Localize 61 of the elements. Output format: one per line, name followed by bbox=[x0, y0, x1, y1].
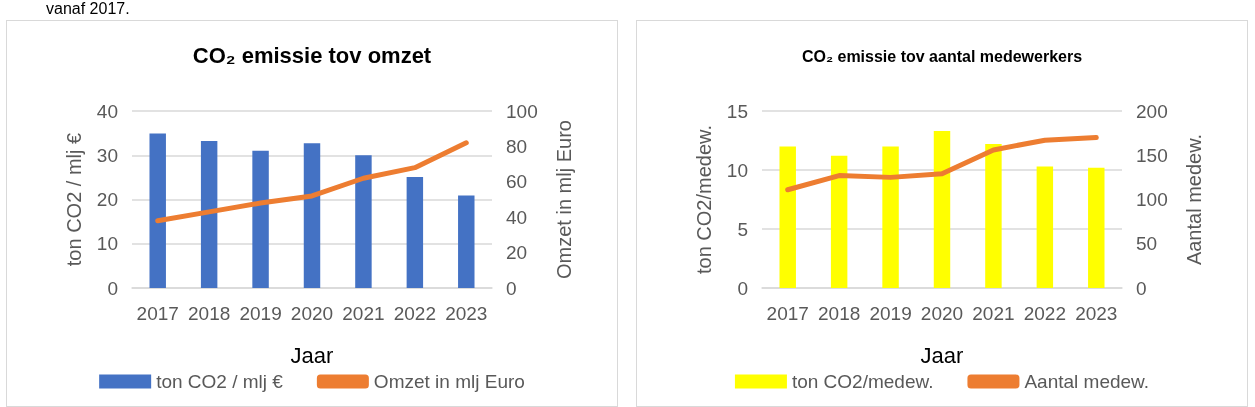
y2-tick-label: 150 bbox=[1136, 144, 1168, 166]
x-tick-label: 2023 bbox=[1075, 303, 1118, 324]
bar bbox=[406, 176, 424, 288]
y-tick-label: 0 bbox=[737, 277, 748, 299]
bar bbox=[933, 131, 951, 288]
x-tick-label: 2021 bbox=[342, 303, 385, 324]
bar bbox=[1088, 167, 1105, 288]
y-tick-label: 10 bbox=[726, 159, 748, 181]
y2-axis-title: Aantal medew. bbox=[1183, 133, 1205, 266]
x-tick-label: 2017 bbox=[136, 303, 179, 324]
bar bbox=[1036, 166, 1054, 288]
y2-tick-label: 0 bbox=[1136, 277, 1147, 299]
y-tick-label: 40 bbox=[96, 100, 118, 122]
y-axis-title: ton CO2/medew. bbox=[693, 125, 715, 274]
y2-tick-label: 0 bbox=[506, 277, 517, 299]
bar bbox=[882, 146, 899, 288]
y-tick-label: 5 bbox=[737, 218, 748, 240]
x-tick-label: 2019 bbox=[239, 303, 282, 324]
y-tick-label: 20 bbox=[96, 189, 118, 210]
x-tick-label: 2020 bbox=[920, 303, 964, 324]
y-tick-label: 10 bbox=[96, 233, 118, 255]
legend-label: Aantal medew. bbox=[1024, 371, 1150, 392]
bar bbox=[252, 150, 269, 288]
bar bbox=[830, 155, 848, 288]
y2-tick-label: 80 bbox=[506, 135, 528, 157]
y2-tick-label: 100 bbox=[506, 100, 538, 122]
y2-tick-label: 40 bbox=[506, 206, 528, 228]
chart-title: CO₂ emissie tov omzet bbox=[192, 42, 432, 68]
x-tick-label: 2022 bbox=[393, 303, 436, 324]
y2-tick-label: 200 bbox=[1136, 100, 1168, 122]
y-tick-label: 15 bbox=[726, 100, 748, 122]
bar bbox=[149, 133, 166, 288]
y2-tick-label: 100 bbox=[1136, 189, 1168, 210]
text: vanaf 2017. bbox=[46, 0, 130, 17]
x-tick-label: 2019 bbox=[869, 303, 912, 324]
y2-tick-label: 60 bbox=[506, 171, 528, 193]
y-axis-title: ton CO2 / mlj € bbox=[63, 132, 85, 267]
x-tick-label: 2023 bbox=[445, 303, 488, 324]
legend-label: Omzet in mlj Euro bbox=[373, 371, 525, 392]
legend-label: ton CO2/medew. bbox=[791, 371, 934, 392]
bar bbox=[458, 195, 475, 288]
x-tick-label: 2018 bbox=[188, 303, 231, 324]
y2-tick-label: 50 bbox=[1136, 233, 1158, 255]
x-tick-label: 2020 bbox=[290, 303, 334, 324]
y-tick-label: 0 bbox=[107, 277, 118, 299]
bar bbox=[985, 144, 1002, 288]
bar bbox=[200, 141, 218, 288]
chart-title: CO₂ emissie tov aantal medewerkers bbox=[801, 47, 1083, 65]
y-tick-label: 30 bbox=[96, 144, 118, 166]
y2-axis-title: Omzet in mlj Euro bbox=[553, 120, 575, 279]
bar bbox=[779, 146, 796, 288]
bar bbox=[303, 143, 321, 288]
x-axis-title: Jaar bbox=[290, 342, 334, 368]
x-tick-label: 2021 bbox=[972, 303, 1015, 324]
x-tick-label: 2022 bbox=[1023, 303, 1066, 324]
bar bbox=[355, 155, 372, 288]
x-tick-label: 2018 bbox=[818, 303, 861, 324]
y2-tick-label: 20 bbox=[506, 242, 528, 264]
legend-label: ton CO2 / mlj € bbox=[156, 371, 284, 392]
x-tick-label: 2017 bbox=[766, 303, 809, 324]
x-axis-title: Jaar bbox=[920, 342, 964, 368]
